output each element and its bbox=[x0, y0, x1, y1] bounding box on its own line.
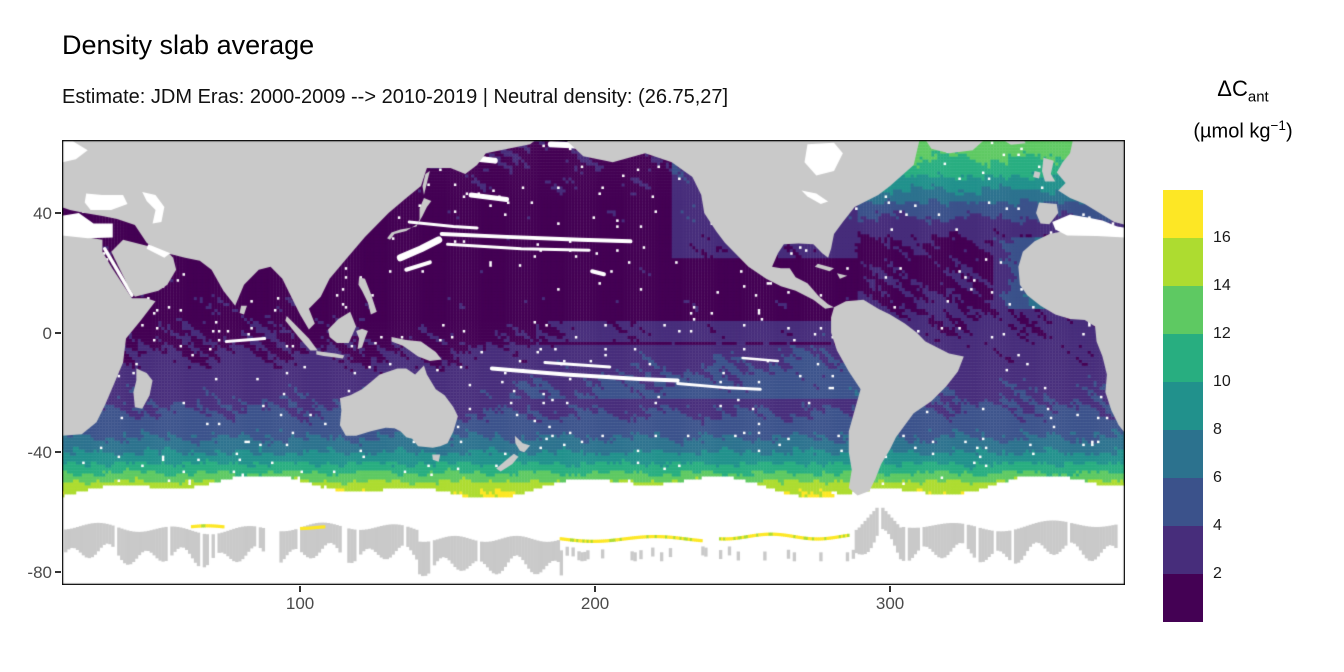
colorbar-label: 4 bbox=[1213, 517, 1222, 534]
world-map-heatmap bbox=[62, 140, 1125, 585]
y-tick-mark bbox=[55, 451, 61, 454]
colorbar-label: 14 bbox=[1213, 277, 1231, 294]
x-tick-label: 200 bbox=[580, 594, 610, 613]
colorbar-segment bbox=[1163, 382, 1203, 430]
colorbar-segment bbox=[1163, 574, 1203, 622]
colorbar bbox=[1163, 190, 1203, 622]
legend-units: (µmol kg−1) bbox=[1193, 118, 1293, 143]
colorbar-segment bbox=[1163, 526, 1203, 574]
x-tick-label: 100 bbox=[285, 594, 315, 613]
y-tick-mark bbox=[55, 211, 61, 214]
colorbar-label: 2 bbox=[1213, 565, 1222, 582]
colorbar-label: 10 bbox=[1213, 373, 1231, 390]
plot-title: Density slab average bbox=[62, 30, 315, 60]
x-tick-mark bbox=[889, 586, 892, 592]
colorbar-segment bbox=[1163, 238, 1203, 286]
y-tick-label: -80 bbox=[27, 562, 52, 582]
y-tick-label: 40 bbox=[33, 203, 52, 223]
colorbar-segment bbox=[1163, 334, 1203, 382]
colorbar-segment bbox=[1163, 190, 1203, 238]
legend-title-text: ΔC bbox=[1217, 76, 1248, 101]
colorbar-segment bbox=[1163, 478, 1203, 526]
colorbar-label: 12 bbox=[1213, 325, 1231, 342]
colorbar-label: 8 bbox=[1213, 421, 1222, 438]
y-tick-mark bbox=[55, 570, 61, 573]
y-tick-label: 0 bbox=[42, 323, 52, 343]
colorbar-label: 6 bbox=[1213, 469, 1222, 486]
colorbar-segment bbox=[1163, 430, 1203, 478]
colorbar-label: 16 bbox=[1213, 229, 1231, 246]
y-tick-mark bbox=[55, 331, 61, 334]
x-tick-label: 300 bbox=[875, 594, 905, 613]
plot-subtitle: Estimate: JDM Eras: 2000-2009 --> 2010-2… bbox=[62, 86, 729, 108]
legend-title: ΔCant bbox=[1163, 76, 1323, 105]
colorbar-segment bbox=[1163, 286, 1203, 334]
x-tick-mark bbox=[594, 586, 597, 592]
legend-title-subscript: ant bbox=[1247, 88, 1269, 106]
x-tick-mark bbox=[299, 586, 302, 592]
y-tick-label: -40 bbox=[27, 443, 52, 463]
